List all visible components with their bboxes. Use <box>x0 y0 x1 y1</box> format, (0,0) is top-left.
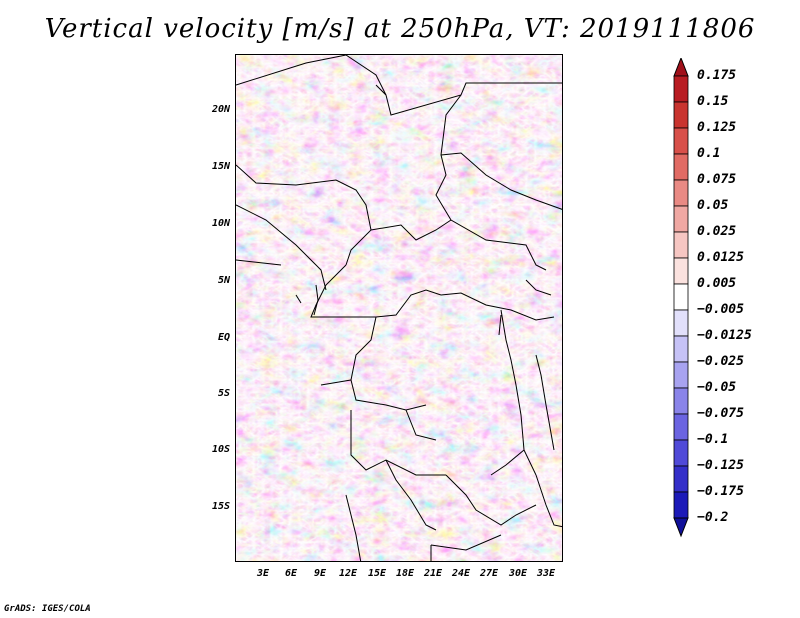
colorbar-arrow-bottom <box>673 517 689 538</box>
vertical-velocity-field <box>236 55 562 561</box>
lon-label-18e: 18E <box>395 568 415 579</box>
colorbar-swatch <box>673 101 689 129</box>
colorbar-swatch <box>673 335 689 363</box>
lon-label-15e: 15E <box>367 568 387 579</box>
colorbar-swatch <box>673 205 689 233</box>
grads-credit: GrADS: IGES/COLA <box>4 604 91 614</box>
colorbar-swatch <box>673 491 689 519</box>
colorbar-swatch <box>673 465 689 493</box>
lon-label-12e: 12E <box>338 568 358 579</box>
lon-label-3e: 3E <box>256 568 270 579</box>
colorbar-swatch <box>673 257 689 285</box>
colorbar-tick-label: 0.175 <box>697 68 737 83</box>
colorbar-swatch <box>673 75 689 103</box>
country-borders <box>236 55 562 561</box>
colorbar-swatch <box>673 309 689 337</box>
lon-label-6e: 6E <box>284 568 298 579</box>
lon-label-9e: 9E <box>313 568 327 579</box>
colorbar-tick-label: −0.0125 <box>697 328 752 343</box>
colorbar-swatch <box>673 413 689 441</box>
colorbar <box>673 58 689 538</box>
colorbar-swatch <box>673 439 689 467</box>
colorbar-swatch <box>673 153 689 181</box>
velocity-texture <box>236 55 562 561</box>
colorbar-tick-label: 0.0125 <box>697 250 744 265</box>
lon-label-30e: 30E <box>508 568 528 579</box>
colorbar-swatch <box>673 283 689 311</box>
colorbar-swatch <box>673 231 689 259</box>
colorbar-tick-label: −0.125 <box>697 458 744 473</box>
lon-label-21e: 21E <box>423 568 443 579</box>
colorbar-swatch <box>673 179 689 207</box>
map-plot-area <box>235 54 563 562</box>
lat-label-20n: 20N <box>211 104 230 115</box>
colorbar-tick-label: −0.1 <box>697 432 729 447</box>
colorbar-tick-label: −0.175 <box>697 484 744 499</box>
lat-label-eq: EQ <box>217 332 230 343</box>
lat-label-5n: 5N <box>217 275 230 286</box>
colorbar-tick-label: −0.2 <box>697 510 729 525</box>
lat-label-5s: 5S <box>217 388 230 399</box>
colorbar-tick-label: 0.15 <box>697 94 729 109</box>
colorbar-tick-label: −0.075 <box>697 406 744 421</box>
lat-label-15n: 15N <box>211 161 230 172</box>
colorbar-swatch <box>673 387 689 415</box>
lat-label-10s: 10S <box>211 444 230 455</box>
colorbar-tick-label: −0.005 <box>697 302 744 317</box>
lon-label-27e: 27E <box>479 568 499 579</box>
lat-label-15s: 15S <box>211 501 230 512</box>
colorbar-tick-label: −0.05 <box>697 380 737 395</box>
colorbar-tick-label: 0.025 <box>697 224 737 239</box>
lon-label-33e: 33E <box>536 568 556 579</box>
colorbar-tick-label: 0.05 <box>697 198 729 213</box>
colorbar-swatch <box>673 361 689 389</box>
map-title: Vertical velocity [m/s] at 250hPa, VT: 2… <box>44 14 756 44</box>
colorbar-tick-label: 0.125 <box>697 120 737 135</box>
lon-label-24e: 24E <box>451 568 471 579</box>
colorbar-tick-label: 0.005 <box>697 276 737 291</box>
lat-label-10n: 10N <box>211 218 230 229</box>
colorbar-swatch <box>673 127 689 155</box>
colorbar-tick-label: 0.1 <box>697 146 721 161</box>
colorbar-arrow-top <box>673 58 689 77</box>
colorbar-tick-label: 0.075 <box>697 172 737 187</box>
colorbar-tick-label: −0.025 <box>697 354 744 369</box>
